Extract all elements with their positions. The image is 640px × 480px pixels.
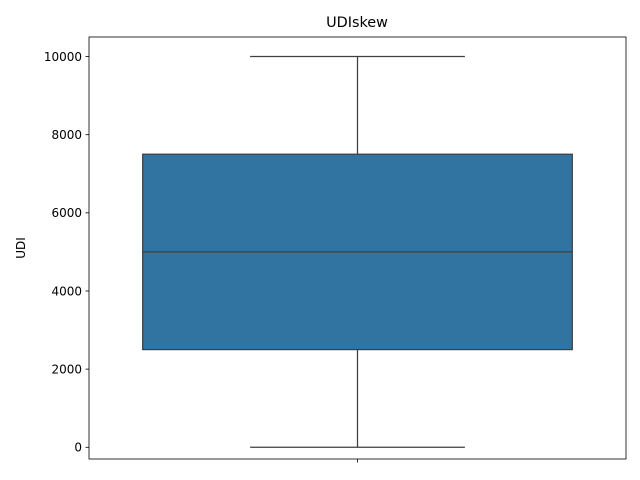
y-tick-label: 2000 <box>51 362 82 376</box>
y-tick-label: 4000 <box>51 284 82 298</box>
axes-frame <box>88 36 627 460</box>
y-tick-label: 6000 <box>51 206 82 220</box>
y-tick-label: 0 <box>74 441 82 455</box>
y-tick-label: 8000 <box>51 128 82 142</box>
y-axis-label: UDI <box>14 237 28 259</box>
box-plot-boxes <box>142 55 573 448</box>
chart-title: UDIskew <box>326 15 388 31</box>
y-axis: 0 2000 4000 6000 8000 10000 <box>44 50 89 455</box>
y-tick-label: 10000 <box>44 50 82 64</box>
